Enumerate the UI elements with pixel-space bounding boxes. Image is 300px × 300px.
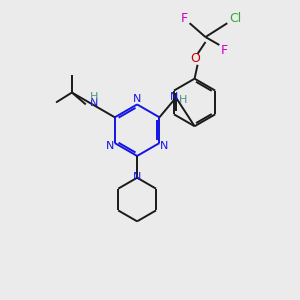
Text: N: N <box>170 92 178 102</box>
Text: F: F <box>181 12 188 25</box>
Text: N: N <box>133 94 141 104</box>
Text: N: N <box>90 98 99 108</box>
Text: F: F <box>221 44 228 57</box>
Text: N: N <box>160 140 168 151</box>
Text: Cl: Cl <box>229 12 241 25</box>
Text: N: N <box>106 140 115 151</box>
Text: N: N <box>133 172 141 182</box>
Text: H: H <box>179 94 187 105</box>
Text: O: O <box>190 52 200 65</box>
Text: H: H <box>90 92 99 101</box>
